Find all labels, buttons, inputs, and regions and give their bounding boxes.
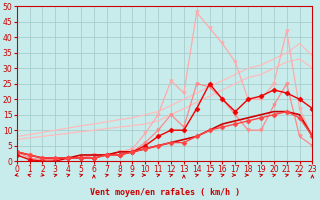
- X-axis label: Vent moyen/en rafales ( km/h ): Vent moyen/en rafales ( km/h ): [90, 188, 240, 197]
